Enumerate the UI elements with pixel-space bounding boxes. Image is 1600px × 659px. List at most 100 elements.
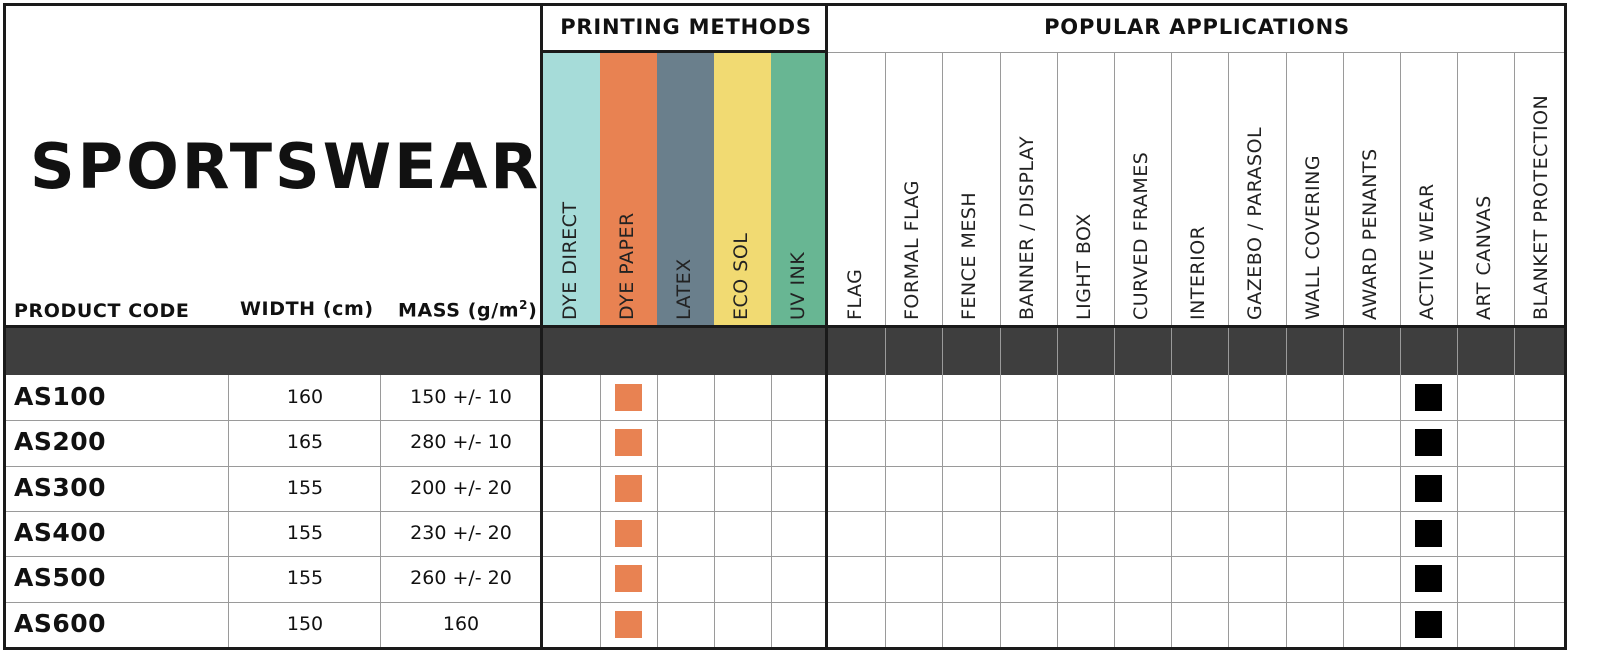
application-label-interior: INTERIOR bbox=[1187, 225, 1210, 320]
printing-method-mark bbox=[615, 520, 642, 548]
width-value: 150 bbox=[286, 612, 324, 635]
application-mark bbox=[1415, 384, 1443, 412]
col-divider bbox=[1457, 52, 1459, 647]
table-row: AS600 150 160 bbox=[0, 602, 1600, 647]
application-label-banner-display: BANNER / DISPLAY bbox=[1015, 135, 1038, 320]
col-divider bbox=[1514, 52, 1516, 647]
application-label-wall-covering: WALL COVERING bbox=[1301, 154, 1324, 320]
product-code: AS100 bbox=[14, 382, 107, 411]
application-label-active-wear: ACTIVE WEAR bbox=[1416, 183, 1438, 320]
col-divider bbox=[1056, 52, 1058, 647]
border-bottom bbox=[3, 646, 1567, 650]
col-divider bbox=[380, 375, 381, 647]
border-left bbox=[3, 3, 6, 650]
mass-value: 230 +/- 20 bbox=[410, 521, 512, 544]
application-mark bbox=[1415, 474, 1443, 502]
printing-title-bottom bbox=[541, 50, 828, 53]
product-code: AS500 bbox=[14, 563, 107, 593]
application-label-blanket-protection: BLANKET PROTECTION bbox=[1530, 94, 1553, 320]
printing-method-mark bbox=[615, 565, 642, 593]
col-divider bbox=[1400, 52, 1401, 647]
table-row: AS100 160 150 +/- 10 bbox=[0, 375, 1600, 420]
application-label-flag: FLAG bbox=[844, 268, 866, 320]
section-band bbox=[5, 328, 1565, 375]
printing-method-header-dye-direct bbox=[543, 52, 600, 326]
application-mark bbox=[1415, 565, 1443, 593]
row-divider bbox=[5, 465, 1565, 467]
product-code: AS300 bbox=[14, 472, 107, 502]
application-mark bbox=[1415, 429, 1443, 457]
row-divider bbox=[5, 556, 1565, 558]
col-divider bbox=[1228, 52, 1230, 647]
mass-value: 260 +/- 20 bbox=[410, 567, 512, 590]
table-row: AS400 155 230 +/- 20 bbox=[0, 511, 1600, 556]
printing-method-mark bbox=[615, 429, 642, 457]
printing-method-header-dye-paper bbox=[600, 52, 657, 326]
row-divider bbox=[5, 510, 1565, 512]
printing-method-mark bbox=[615, 610, 642, 638]
row-divider bbox=[5, 420, 1565, 422]
col-divider bbox=[1342, 52, 1344, 647]
col-divider bbox=[885, 52, 887, 647]
mass-value: 160 bbox=[442, 612, 480, 635]
width-value: 155 bbox=[286, 521, 324, 544]
mass-header-sup: 2 bbox=[519, 298, 529, 312]
application-mark bbox=[1415, 520, 1443, 548]
width-value: 155 bbox=[286, 476, 324, 499]
printing-method-label: LATEX bbox=[673, 258, 695, 320]
printing-method-mark bbox=[615, 384, 642, 412]
col-divider bbox=[999, 52, 1001, 647]
printing-method-label: UV INK bbox=[787, 251, 809, 320]
printing-method-header-latex bbox=[657, 52, 714, 326]
product-code: AS600 bbox=[14, 608, 107, 638]
width-value: 155 bbox=[286, 567, 324, 590]
application-label-award-penants: AWARD PENANTS bbox=[1358, 148, 1381, 320]
table-row: AS500 155 260 +/- 20 bbox=[0, 556, 1600, 601]
application-label-formal-flag: FORMAL FLAG bbox=[901, 180, 924, 320]
product-code-header: PRODUCT CODE bbox=[14, 300, 190, 322]
page-title: SPORTSWEAR bbox=[30, 130, 542, 203]
col-divider bbox=[657, 375, 658, 647]
mass-value: 150 +/- 10 bbox=[410, 386, 512, 408]
width-value: 160 bbox=[286, 386, 324, 408]
header-divider bbox=[828, 52, 1565, 53]
table-row: AS300 155 200 +/- 20 bbox=[0, 466, 1600, 511]
mass-value: 200 +/- 20 bbox=[410, 476, 512, 499]
application-label-art-canvas: ART CANVAS bbox=[1473, 195, 1496, 320]
table-row: AS200 165 280 +/- 10 bbox=[0, 420, 1600, 465]
width-value: 165 bbox=[286, 431, 324, 454]
printing-method-label: DYE PAPER bbox=[616, 212, 638, 320]
product-code: AS200 bbox=[14, 427, 107, 457]
col-divider bbox=[600, 375, 601, 647]
application-label-gazebo-parasol: GAZEBO / PARASOL bbox=[1244, 126, 1267, 320]
mass-header-label: MASS (g/m bbox=[398, 299, 520, 322]
col-divider bbox=[942, 52, 944, 647]
printing-method-header-eco-sol bbox=[714, 52, 771, 326]
row-divider bbox=[5, 601, 1565, 603]
col-divider bbox=[1114, 52, 1115, 647]
product-code: AS400 bbox=[14, 517, 107, 547]
width-header: WIDTH (cm) bbox=[240, 298, 374, 320]
mass-header-close: ) bbox=[528, 299, 538, 322]
border-right bbox=[1564, 3, 1567, 650]
col-divider bbox=[228, 375, 229, 647]
application-mark bbox=[1415, 610, 1443, 638]
col-divider bbox=[714, 375, 715, 647]
application-label-fence-mesh: FENCE MESH bbox=[958, 191, 981, 320]
border-top bbox=[3, 3, 1567, 6]
header-bottom bbox=[3, 325, 1567, 328]
printing-method-mark bbox=[615, 474, 642, 502]
printing-method-label: DYE DIRECT bbox=[559, 201, 581, 320]
applications-group-left bbox=[825, 3, 828, 650]
mass-value: 280 +/- 10 bbox=[410, 431, 512, 454]
printing-method-header-uv-ink bbox=[771, 52, 828, 326]
col-divider bbox=[1285, 52, 1287, 647]
printing-methods-title: PRINTING METHODS bbox=[560, 15, 812, 39]
application-label-light-box: LIGHT BOX bbox=[1072, 213, 1095, 320]
printing-group-left bbox=[540, 3, 543, 650]
popular-applications-title: POPULAR APPLICATIONS bbox=[1044, 15, 1350, 39]
application-label-curved-frames: CURVED FRAMES bbox=[1130, 151, 1152, 320]
col-divider bbox=[1171, 52, 1173, 647]
mass-header: MASS (g/m2) bbox=[398, 298, 537, 321]
